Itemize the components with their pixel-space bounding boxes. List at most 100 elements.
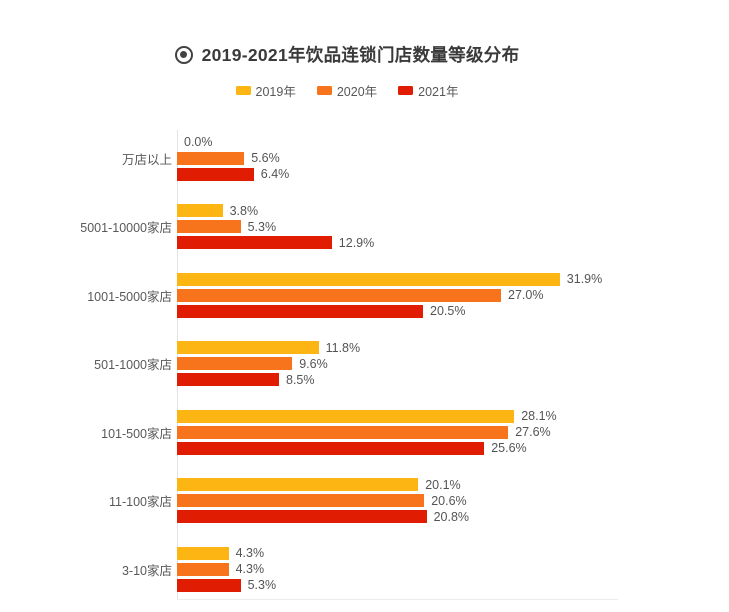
bar-2020年 <box>177 425 509 439</box>
bar-row: 8.5% <box>177 372 729 387</box>
bar-row: 11.8% <box>177 340 729 355</box>
legend-label: 2019年 <box>255 85 296 99</box>
legend-label: 2021年 <box>418 85 459 99</box>
bar-row: 31.9% <box>177 272 729 287</box>
bar-stack: 11.8% 9.6% 8.5% <box>177 340 729 388</box>
bar-row: 20.1% <box>177 477 729 492</box>
bar-row: 27.0% <box>177 288 729 303</box>
value-label: 25.6% <box>491 441 527 456</box>
value-label: 0.0% <box>184 135 213 150</box>
value-label: 12.9% <box>338 235 375 250</box>
bar-row: 5.3% <box>177 219 729 234</box>
bar-2019年 <box>177 272 560 286</box>
bar-groups: 万店以上 0.0% 5.6% 6.4% 5001-10000家店 3.8% 5.3% 12.9… <box>0 124 729 604</box>
legend-swatch-icon <box>398 86 414 95</box>
bar-stack: 3.8% 5.3% 12.9% <box>177 203 729 251</box>
bar-row: 0.0% <box>177 135 729 150</box>
category-label: 万店以上 <box>121 152 172 167</box>
legend-swatch-icon <box>235 86 251 95</box>
value-label: 5.3% <box>247 578 277 593</box>
bar-group: 3-10家店 4.3% 4.3% 5.3% <box>0 535 729 604</box>
bar-2019年 <box>177 409 515 423</box>
target-circle-icon <box>174 45 193 64</box>
bar-stack: 0.0% 5.6% 6.4% <box>177 134 729 182</box>
bar-row: 4.3% <box>177 562 729 577</box>
bar-row: 20.6% <box>177 493 729 508</box>
value-label: 20.5% <box>430 304 466 319</box>
bar-row: 3.8% <box>177 203 729 218</box>
value-label: 11.8% <box>325 340 361 355</box>
bar-2020年 <box>177 288 501 302</box>
bar-row: 9.6% <box>177 356 729 371</box>
bar-row: 25.6% <box>177 441 729 456</box>
bar-2019年 <box>177 478 419 492</box>
bar-row: 6.4% <box>177 167 729 182</box>
chart-title: 2019-2021年饮品连锁门店数量等级分布 <box>201 45 520 65</box>
bar-row: 20.5% <box>177 304 729 319</box>
legend: 2019年 2020年 2021年 <box>0 81 694 100</box>
category-label: 101-500家店 <box>101 426 172 441</box>
category-label: 5001-10000家店 <box>80 221 172 236</box>
value-label: 20.8% <box>433 509 470 524</box>
bar-row: 4.3% <box>177 546 729 561</box>
bar-2021年 <box>177 167 254 181</box>
bar-2020年 <box>177 562 229 576</box>
bar-group: 万店以上 0.0% 5.6% 6.4% <box>0 124 729 193</box>
bar-2021年 <box>177 510 427 524</box>
legend-item-2019年[interactable]: 2019年 <box>235 81 296 100</box>
x-axis-line <box>177 599 618 600</box>
bar-2020年 <box>177 357 293 371</box>
bar-group: 5001-10000家店 3.8% 5.3% 12.9% <box>0 193 729 262</box>
bar-group: 501-1000家店 11.8% 9.6% 8.5% <box>0 330 729 399</box>
bar-stack: 28.1% 27.6% 25.6% <box>177 408 729 456</box>
value-label: 3.8% <box>229 203 259 218</box>
bar-row: 20.8% <box>177 509 729 524</box>
bar-2020年 <box>177 494 425 508</box>
value-label: 31.9% <box>566 272 603 287</box>
value-label: 9.6% <box>299 356 328 371</box>
legend-item-2021年[interactable]: 2021年 <box>398 81 458 100</box>
bar-row: 28.1% <box>177 409 729 424</box>
value-label: 27.6% <box>515 425 551 440</box>
value-label: 6.4% <box>260 167 290 182</box>
bar-row: 27.6% <box>177 425 729 440</box>
category-label: 11-100家店 <box>109 495 172 510</box>
category-label: 3-10家店 <box>121 563 172 578</box>
value-label: 28.1% <box>521 409 557 424</box>
bar-row: 5.6% <box>177 151 729 166</box>
value-label: 8.5% <box>286 372 315 387</box>
value-label: 4.3% <box>235 562 265 577</box>
category-label: 1001-5000家店 <box>87 289 172 304</box>
chart-title-row: 2019-2021年饮品连锁门店数量等级分布 <box>0 42 694 67</box>
bar-2019年 <box>177 546 229 560</box>
bar-2021年 <box>177 236 332 250</box>
bar-group: 1001-5000家店 31.9% 27.0% 20.5% <box>0 261 729 330</box>
target-circle-dot <box>180 51 188 58</box>
bar-2021年 <box>177 373 279 387</box>
value-label: 20.6% <box>431 493 467 508</box>
bar-2020年 <box>177 151 245 165</box>
value-label: 20.1% <box>425 477 461 492</box>
bar-stack: 20.1% 20.6% 20.8% <box>177 477 729 525</box>
bar-row: 12.9% <box>177 235 729 250</box>
bar-stack: 4.3% 4.3% 5.3% <box>177 545 729 593</box>
bar-group: 101-500家店 28.1% 27.6% 25.6% <box>0 398 729 467</box>
chart-header: 2019-2021年饮品连锁门店数量等级分布 2019年 2020年 2021年 <box>0 0 694 100</box>
value-label: 4.3% <box>235 546 265 561</box>
bar-2020年 <box>177 220 241 234</box>
bar-2019年 <box>177 204 223 218</box>
bar-group: 11-100家店 20.1% 20.6% 20.8% <box>0 467 729 536</box>
value-label: 27.0% <box>508 288 544 303</box>
bar-2021年 <box>177 304 423 318</box>
legend-label: 2020年 <box>336 85 378 99</box>
bar-2019年 <box>177 341 319 355</box>
legend-item-2020年[interactable]: 2020年 <box>316 81 378 100</box>
category-label: 501-1000家店 <box>94 358 172 373</box>
value-label: 5.3% <box>247 219 277 234</box>
bar-2021年 <box>177 441 485 455</box>
bar-stack: 31.9% 27.0% 20.5% <box>177 271 729 319</box>
bar-chart: 万店以上 0.0% 5.6% 6.4% 5001-10000家店 3.8% 5.3% 12.9… <box>0 124 729 606</box>
value-label: 5.6% <box>251 151 280 166</box>
bar-row: 5.3% <box>177 578 729 593</box>
